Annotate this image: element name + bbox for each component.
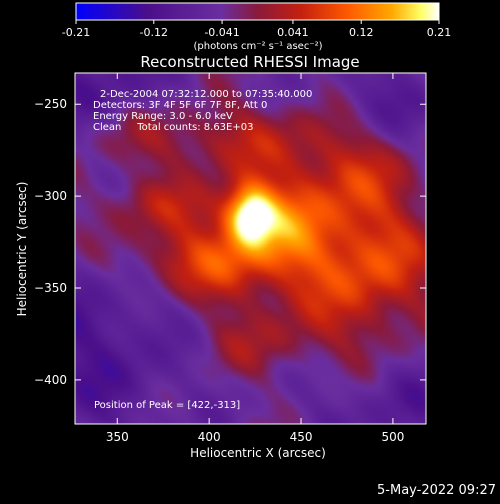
plot-frame: [74, 72, 427, 425]
colorbar-ticks: -0.21 -0.12 -0.041 0.041 0.12 0.21: [62, 20, 451, 39]
colorbar-tick-label: -0.12: [140, 26, 168, 39]
info-annotation: 2-Dec-2004 07:32:12.000 to 07:35:40.000 …: [93, 89, 312, 133]
y-tick-label: −350: [34, 281, 67, 295]
colorbar-tick-label: -0.041: [204, 26, 239, 39]
colorbar-tick-label: -0.21: [62, 26, 90, 39]
y-axis-label: Heliocentric Y (arcsec): [15, 182, 29, 317]
y-tick-label: −400: [34, 373, 67, 387]
colorbar-unit-label: (photons cm⁻² s⁻¹ asec⁻²): [193, 41, 322, 52]
info-line-time: 2-Dec-2004 07:32:12.000 to 07:35:40.000: [100, 89, 312, 100]
footer-date: 5-May-2022 09:27: [377, 483, 496, 498]
colorbar-tick-label: 0.041: [277, 26, 309, 39]
info-line-clean: Clean Total counts: 8.63E+03: [93, 122, 253, 133]
colorbar-gradient: [75, 2, 440, 21]
x-tick-label: 400: [198, 430, 221, 444]
colorbar-tick-label: 0.21: [427, 26, 452, 39]
y-tick-label: −300: [34, 189, 67, 203]
info-line-detectors: Detectors: 3F 4F 5F 6F 7F 8F, Att 0: [93, 100, 267, 111]
colorbar-tick-label: 0.12: [349, 26, 374, 39]
colorbar: -0.21 -0.12 -0.041 0.041 0.12 0.21 (photons c…: [62, 2, 451, 52]
axis-ticks: 350 400 450 500 −250 −300 −350 −400: [34, 73, 426, 444]
x-tick-label: 350: [106, 430, 129, 444]
chart-title: Reconstructed RHESSI Image: [140, 53, 359, 71]
x-tick-label: 500: [381, 430, 404, 444]
peak-position-label: Position of Peak = [422,-313]: [94, 400, 240, 411]
image-area: 350 400 450 500 −250 −300 −350 −400: [34, 72, 427, 444]
y-tick-label: −250: [34, 97, 67, 111]
x-axis-label: Heliocentric X (arcsec): [190, 446, 326, 460]
x-tick-label: 450: [290, 430, 313, 444]
info-line-energy: Energy Range: 3.0 - 6.0 keV: [93, 111, 233, 122]
heatmap-image: [75, 73, 426, 424]
